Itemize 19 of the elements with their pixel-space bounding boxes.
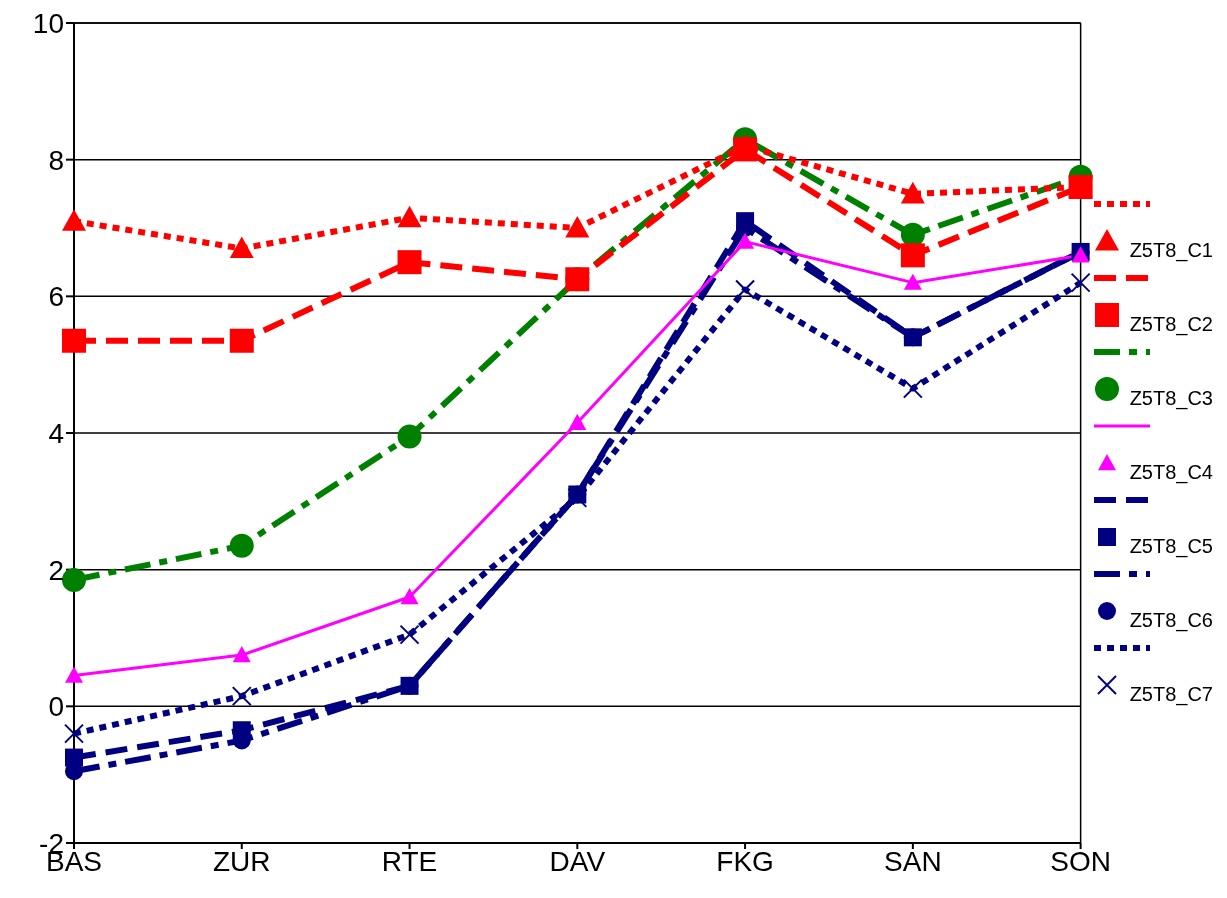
y-tick-label: 0 — [48, 691, 64, 723]
x-tick-label: FKG — [716, 845, 774, 877]
x-tick-label: ZUR — [213, 845, 271, 877]
x-tick-label: SAN — [884, 845, 942, 877]
legend-label: Z5T8_C3 — [1129, 386, 1213, 410]
y-tick-label: 6 — [48, 281, 64, 313]
x-tick-label: DAV — [549, 845, 606, 877]
legend-label: Z5T8_C1 — [1129, 238, 1213, 262]
y-tick-label: 2 — [48, 554, 64, 586]
legend-label: Z5T8_C7 — [1129, 682, 1213, 706]
legend-label: Z5T8_C6 — [1129, 608, 1213, 632]
y-tick-label: 10 — [32, 7, 64, 39]
x-tick-label: SON — [1050, 845, 1111, 877]
y-tick-label: 8 — [48, 144, 64, 176]
legend-label: Z5T8_C4 — [1129, 460, 1213, 484]
y-tick-label: 4 — [48, 417, 64, 449]
legend-label: Z5T8_C5 — [1129, 534, 1213, 558]
x-tick-label: RTE — [381, 845, 438, 877]
legend-label: Z5T8_C2 — [1129, 312, 1213, 336]
